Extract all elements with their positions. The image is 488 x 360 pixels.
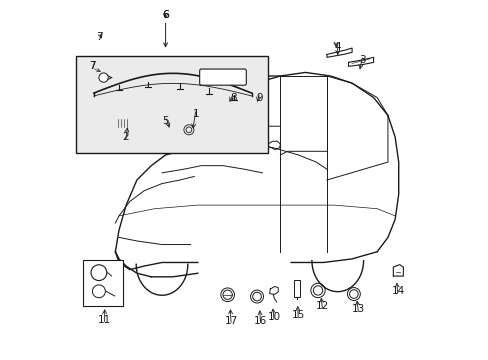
FancyBboxPatch shape [199,69,246,85]
Bar [181,122,196,138]
Bar [293,280,299,297]
Bar [76,56,267,153]
Text: 8: 8 [230,93,237,103]
Text: 6: 6 [162,10,169,20]
FancyBboxPatch shape [113,117,137,130]
Text: 10: 10 [267,312,280,322]
Text: 17: 17 [224,316,237,325]
Text: 5: 5 [162,116,168,126]
Bar [83,260,122,306]
Text: 7: 7 [96,32,102,41]
Text: 2: 2 [122,132,128,142]
Text: 9: 9 [256,93,263,103]
Text: 12: 12 [315,301,328,311]
Text: 16: 16 [253,316,267,325]
Text: 6: 6 [162,10,168,20]
Text: 14: 14 [390,286,404,296]
Text: 13: 13 [351,304,365,314]
Text: 7: 7 [89,61,95,71]
Text: 7: 7 [89,61,95,71]
Text: 3: 3 [359,55,366,65]
Text: 15: 15 [291,310,305,320]
Text: 4: 4 [334,42,340,52]
Circle shape [99,73,108,82]
Text: 11: 11 [98,315,111,325]
Text: 1: 1 [192,109,199,119]
